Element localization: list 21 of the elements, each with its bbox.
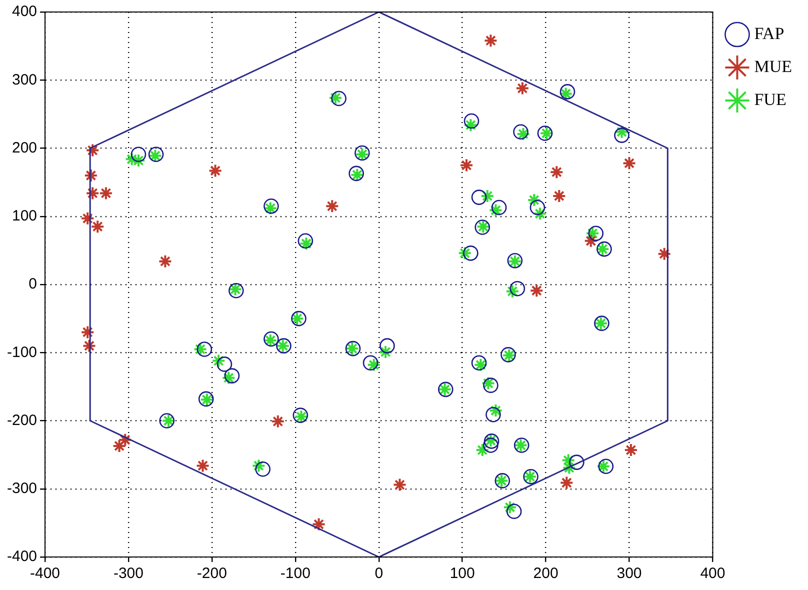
y-tick-label: 100 <box>12 208 38 225</box>
x-tick-label: 0 <box>374 565 384 582</box>
x-tick-label: 100 <box>450 565 475 582</box>
y-tick-label: 0 <box>28 276 38 293</box>
x-tick-label: -300 <box>113 565 144 582</box>
x-tick-label: 300 <box>616 565 642 582</box>
y-tick-label: -100 <box>6 344 38 361</box>
y-tick-label: -300 <box>6 480 38 498</box>
y-tick-label: 400 <box>12 3 38 20</box>
y-tick-label: -200 <box>6 412 38 429</box>
x-tick-label: -400 <box>30 565 60 582</box>
y-tick-label: 200 <box>12 139 38 156</box>
x-tick-label: 400 <box>700 565 726 582</box>
y-tick-label: 300 <box>12 71 38 88</box>
y-tick-label: -400 <box>6 548 38 566</box>
legend-label: FAP <box>754 24 784 43</box>
x-tick-label: -200 <box>196 565 227 582</box>
legend-label: MUE <box>754 56 792 76</box>
legend-label: FUE <box>754 90 786 109</box>
x-tick-label: -100 <box>280 565 310 582</box>
x-tick-label: 200 <box>533 565 558 582</box>
